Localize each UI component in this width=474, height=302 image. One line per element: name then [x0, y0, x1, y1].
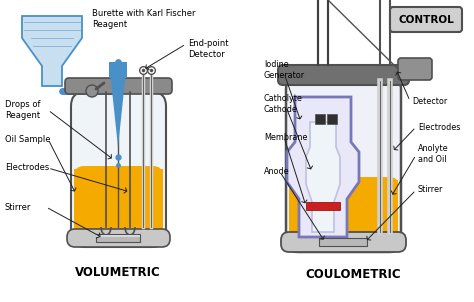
Polygon shape: [306, 122, 340, 232]
Polygon shape: [287, 97, 359, 237]
FancyBboxPatch shape: [289, 177, 398, 249]
Text: Stirrer: Stirrer: [418, 185, 443, 194]
Text: Detector: Detector: [412, 98, 447, 107]
FancyBboxPatch shape: [286, 77, 401, 252]
Text: Electrodes: Electrodes: [418, 123, 460, 131]
FancyBboxPatch shape: [74, 166, 163, 244]
FancyBboxPatch shape: [278, 65, 409, 85]
Bar: [315, 114, 325, 124]
Bar: [96, 235, 140, 237]
Text: Drops of
Reagent: Drops of Reagent: [5, 100, 40, 120]
Bar: [96, 234, 140, 242]
Text: Burette with Karl Fischer
Reagent: Burette with Karl Fischer Reagent: [92, 9, 195, 29]
Text: Catholyte
Cathode: Catholyte Cathode: [264, 94, 303, 114]
Text: COULOMETRIC: COULOMETRIC: [305, 268, 401, 281]
Bar: [319, 238, 367, 246]
Text: Stirrer: Stirrer: [5, 203, 31, 211]
Bar: [74, 169, 163, 177]
FancyBboxPatch shape: [281, 232, 406, 252]
Bar: [289, 180, 398, 188]
FancyBboxPatch shape: [390, 7, 462, 32]
FancyBboxPatch shape: [67, 229, 170, 247]
Bar: [327, 114, 337, 124]
FancyBboxPatch shape: [65, 78, 172, 94]
FancyBboxPatch shape: [398, 58, 432, 80]
FancyBboxPatch shape: [71, 92, 166, 247]
Circle shape: [86, 85, 98, 97]
Polygon shape: [109, 62, 127, 147]
Text: Iodine
Generator: Iodine Generator: [264, 60, 305, 80]
Bar: [109, 62, 127, 78]
Text: Anode: Anode: [264, 168, 290, 176]
Text: CONTROL: CONTROL: [398, 15, 454, 25]
Text: Electrodes: Electrodes: [5, 163, 49, 172]
Text: VOLUMETRIC: VOLUMETRIC: [75, 265, 161, 278]
Text: Oil Sample: Oil Sample: [5, 134, 51, 143]
Text: Anolyte
and Oil: Anolyte and Oil: [418, 144, 448, 164]
Bar: [306, 202, 340, 210]
Text: End-point
Detector: End-point Detector: [188, 39, 228, 59]
Text: Membrane: Membrane: [264, 133, 307, 142]
Polygon shape: [22, 16, 82, 86]
